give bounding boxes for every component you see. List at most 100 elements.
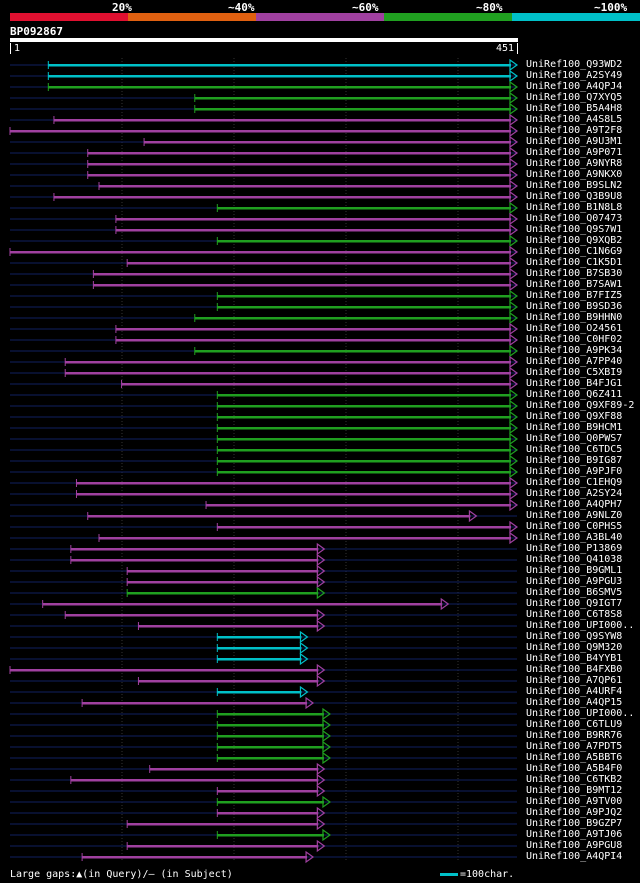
hit-label[interactable]: UniRef100_B6SMV5 (526, 587, 623, 598)
hit-label[interactable]: UniRef100_Q07473 (526, 213, 623, 224)
hit-arrow (440, 597, 450, 611)
hit-label[interactable]: UniRef100_UPI000.. (526, 620, 635, 631)
hit-label[interactable]: UniRef100_B9IG87 (526, 455, 623, 466)
hit-label[interactable]: UniRef100_A9NLZ0 (526, 510, 623, 521)
hit-label[interactable]: UniRef100_Q0PWS7 (526, 433, 623, 444)
hit-label[interactable]: UniRef100_A7QP61 (526, 675, 623, 686)
hit-label[interactable]: UniRef100_A2SY49 (526, 70, 623, 81)
hit-bar (82, 856, 308, 859)
hit-label[interactable]: UniRef100_Q9S7W1 (526, 224, 623, 235)
hit-label[interactable]: UniRef100_C6TLU9 (526, 719, 623, 730)
hit-label[interactable]: UniRef100_A9U3M1 (526, 136, 623, 147)
hit-label[interactable]: UniRef100_A4S8L5 (526, 114, 623, 125)
hit-arrow (316, 608, 326, 622)
hit-label[interactable]: UniRef100_Q6Z411 (526, 389, 623, 400)
hit-label[interactable]: UniRef100_C6TDC5 (526, 444, 623, 455)
hit-label[interactable]: UniRef100_Q7XYQ5 (526, 92, 623, 103)
hit-label[interactable]: UniRef100_P13869 (526, 543, 623, 554)
hit-bar (99, 537, 512, 540)
hit-label[interactable]: UniRef100_A9T2F8 (526, 125, 623, 136)
hit-label[interactable]: UniRef100_B9RR76 (526, 730, 623, 741)
hit-arrow (509, 113, 519, 127)
hit-label[interactable]: UniRef100_C6TKB2 (526, 774, 623, 785)
hit-label[interactable]: UniRef100_B7SB30 (526, 268, 623, 279)
hit-label[interactable]: UniRef100_A4QPJ4 (526, 81, 623, 92)
hit-label[interactable]: UniRef100_Q93WD2 (526, 59, 623, 70)
hit-label[interactable]: UniRef100_A9TV00 (526, 796, 623, 807)
hit-bar (217, 460, 511, 463)
hit-label[interactable]: UniRef100_Q41038 (526, 554, 623, 565)
hit-label[interactable]: UniRef100_C5XBI9 (526, 367, 623, 378)
hit-arrow (509, 146, 519, 160)
hit-label[interactable]: UniRef100_A9TJ06 (526, 829, 623, 840)
hit-bar (217, 306, 511, 309)
hit-bar (53, 119, 511, 122)
hit-label[interactable]: UniRef100_A4QPH7 (526, 499, 623, 510)
hit-label[interactable]: UniRef100_B9HCM1 (526, 422, 623, 433)
hit-arrow (316, 619, 326, 633)
hit-label[interactable]: UniRef100_A9PJF0 (526, 466, 623, 477)
hit-label[interactable]: UniRef100_O24561 (526, 323, 623, 334)
hit-label[interactable]: UniRef100_A4QP15 (526, 697, 623, 708)
hit-bar (217, 526, 511, 529)
hit-label[interactable]: UniRef100_A4QPI4 (526, 851, 623, 862)
hit-arrow (509, 256, 519, 270)
hit-bar (217, 834, 324, 837)
hit-label[interactable]: UniRef100_Q9XQB2 (526, 235, 623, 246)
hit-label[interactable]: UniRef100_B9HHN0 (526, 312, 623, 323)
hit-label[interactable]: UniRef100_C1K5D1 (526, 257, 623, 268)
hit-arrow (299, 652, 309, 666)
hit-label[interactable]: UniRef100_Q9XF89-2 (526, 400, 635, 411)
legend-label-3: ~60% (352, 1, 379, 14)
hit-label[interactable]: UniRef100_Q9XF88 (526, 411, 623, 422)
hit-label[interactable]: UniRef100_B9GZP7 (526, 818, 623, 829)
hit-label[interactable]: UniRef100_Q9M320 (526, 642, 623, 653)
hit-bar (149, 768, 319, 771)
hit-label[interactable]: UniRef100_A9PGU3 (526, 576, 623, 587)
hit-label[interactable]: UniRef100_Q3B9U8 (526, 191, 623, 202)
hit-label[interactable]: UniRef100_Q9SYW8 (526, 631, 623, 642)
hit-label[interactable]: UniRef100_B7SAW1 (526, 279, 623, 290)
hit-label[interactable]: UniRef100_A9NKX0 (526, 169, 623, 180)
hit-label[interactable]: UniRef100_A9PJQ2 (526, 807, 623, 818)
hit-label[interactable]: UniRef100_A3BL40 (526, 532, 623, 543)
hit-label[interactable]: UniRef100_C1N6G9 (526, 246, 623, 257)
hit-label[interactable]: UniRef100_B4YYB1 (526, 653, 623, 664)
hit-label[interactable]: UniRef100_Q9IGT7 (526, 598, 623, 609)
hit-label[interactable]: UniRef100_A9NYR8 (526, 158, 623, 169)
hit-label[interactable]: UniRef100_A9P071 (526, 147, 623, 158)
hit-bar (121, 383, 511, 386)
hit-arrow (316, 784, 326, 798)
hit-label[interactable]: UniRef100_B4FXB0 (526, 664, 623, 675)
hit-arrow (322, 718, 332, 732)
hit-label[interactable]: UniRef100_C0HF02 (526, 334, 623, 345)
hit-label[interactable]: UniRef100_B9SD36 (526, 301, 623, 312)
hit-arrow (509, 355, 519, 369)
hit-label[interactable]: UniRef100_A5BBT6 (526, 752, 623, 763)
hit-label[interactable]: UniRef100_C0PHS5 (526, 521, 623, 532)
hit-label[interactable]: UniRef100_B9SLN2 (526, 180, 623, 191)
hit-label[interactable]: UniRef100_C6T8S8 (526, 609, 623, 620)
hit-bar (194, 317, 512, 320)
hit-bar (217, 790, 319, 793)
hit-label[interactable]: UniRef100_C1EHQ9 (526, 477, 623, 488)
hit-arrow (509, 168, 519, 182)
hit-label[interactable]: UniRef100_A9PGU8 (526, 840, 623, 851)
hit-arrow (509, 289, 519, 303)
hit-label[interactable]: UniRef100_A7PP40 (526, 356, 623, 367)
hit-label[interactable]: UniRef100_UPI000.. (526, 708, 635, 719)
hit-bar (87, 174, 512, 177)
hit-label[interactable]: UniRef100_B7FIZ5 (526, 290, 623, 301)
hit-arrow (322, 828, 332, 842)
hit-label[interactable]: UniRef100_B5A4H8 (526, 103, 623, 114)
hit-label[interactable]: UniRef100_B9MT12 (526, 785, 623, 796)
hit-label[interactable]: UniRef100_B4FJG1 (526, 378, 623, 389)
hit-label[interactable]: UniRef100_A7PDT5 (526, 741, 623, 752)
hit-label[interactable]: UniRef100_A9PK34 (526, 345, 623, 356)
hit-label[interactable]: UniRef100_A5B4F0 (526, 763, 623, 774)
hit-label[interactable]: UniRef100_A4URF4 (526, 686, 623, 697)
hit-label[interactable]: UniRef100_B1N8L8 (526, 202, 623, 213)
hit-arrow (509, 443, 519, 457)
hit-label[interactable]: UniRef100_B9GML1 (526, 565, 623, 576)
hit-label[interactable]: UniRef100_A2SY24 (526, 488, 623, 499)
